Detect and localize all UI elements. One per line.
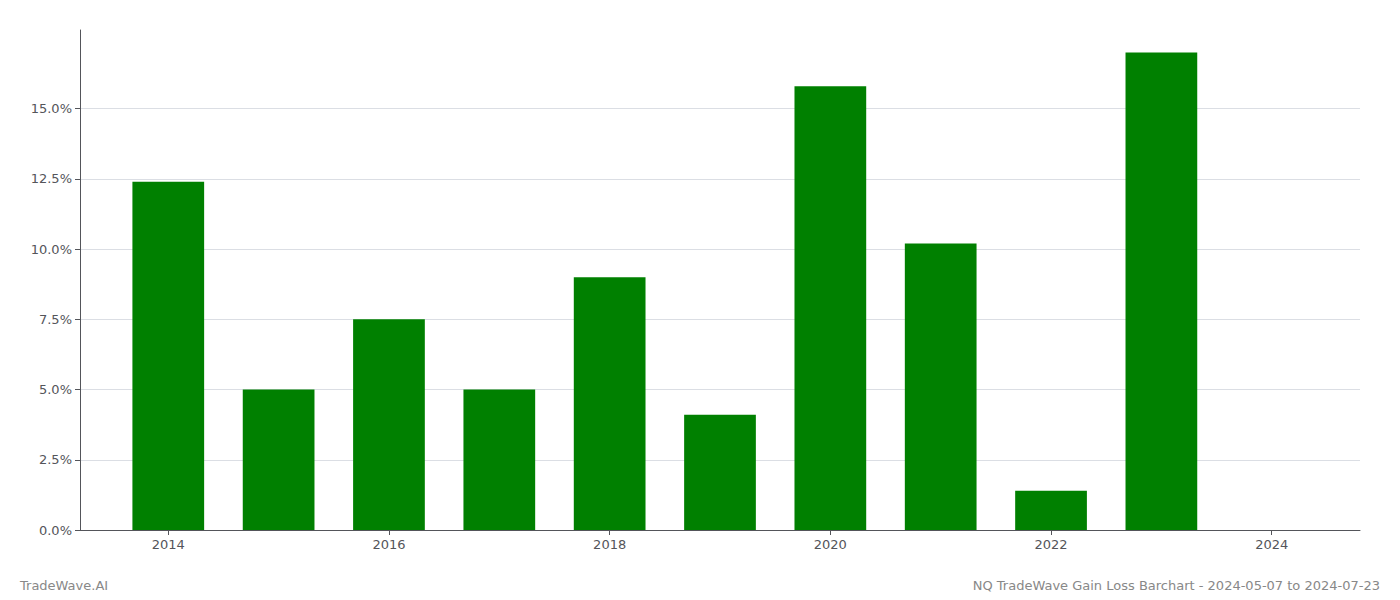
svg-text:10.0%: 10.0%	[31, 242, 72, 257]
svg-text:7.5%: 7.5%	[39, 312, 72, 327]
svg-text:2.5%: 2.5%	[39, 452, 72, 467]
svg-text:0.0%: 0.0%	[39, 523, 72, 538]
svg-text:2024: 2024	[1255, 537, 1288, 552]
svg-text:2022: 2022	[1034, 537, 1067, 552]
svg-text:2020: 2020	[814, 537, 847, 552]
svg-text:NQ TradeWave Gain Loss Barchar: NQ TradeWave Gain Loss Barchart - 2024-0…	[973, 578, 1380, 593]
svg-text:12.5%: 12.5%	[31, 171, 72, 186]
svg-text:2014: 2014	[152, 537, 185, 552]
svg-text:2016: 2016	[372, 537, 405, 552]
svg-text:TradeWave.AI: TradeWave.AI	[19, 578, 108, 593]
svg-text:15.0%: 15.0%	[31, 101, 72, 116]
svg-text:5.0%: 5.0%	[39, 382, 72, 397]
svg-text:2018: 2018	[593, 537, 626, 552]
